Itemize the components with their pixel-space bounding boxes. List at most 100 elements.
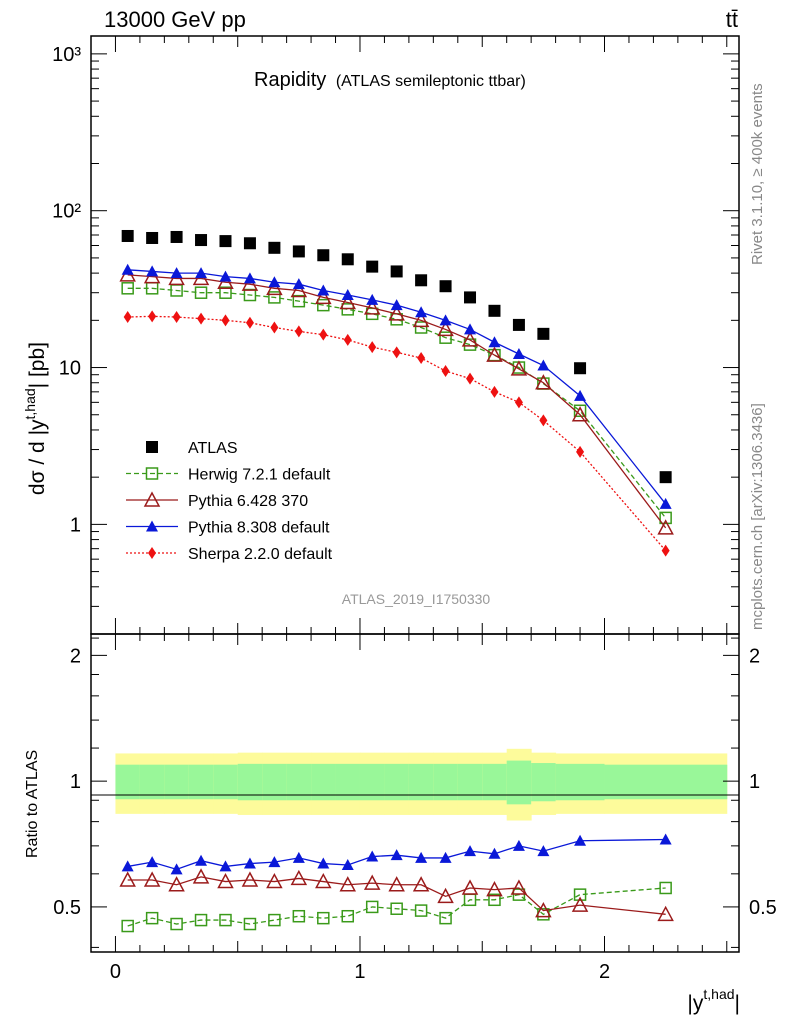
series-point <box>221 314 230 327</box>
uncertainty-band-inner <box>335 763 361 801</box>
ratio-point <box>292 851 305 863</box>
data-point <box>659 471 672 484</box>
series-point <box>539 414 548 427</box>
series-point <box>576 445 585 458</box>
data-point <box>415 274 428 287</box>
y-tick-label: 10³ <box>52 44 81 66</box>
data-point <box>488 304 501 317</box>
plot-title-sub: (ATLAS semileptonic ttbar) <box>336 73 526 90</box>
data-point <box>268 241 281 254</box>
ratio-point <box>168 876 185 892</box>
series-point <box>197 312 206 325</box>
series-point <box>412 311 430 328</box>
ratio-point <box>219 913 232 927</box>
analysis-tag: ATLAS_2019_I1750330 <box>342 591 491 607</box>
data-point <box>390 265 403 278</box>
series-point <box>317 284 330 296</box>
series-point <box>146 265 159 277</box>
ratio-point <box>143 871 161 887</box>
legend-marker <box>145 467 159 480</box>
series-point <box>270 321 279 334</box>
ratio-point <box>317 857 330 869</box>
series-point <box>170 267 183 279</box>
ratio-point <box>241 871 259 887</box>
ratio-point <box>365 900 379 914</box>
ratio-point <box>146 856 159 868</box>
uncertainty-band-inner <box>457 763 483 801</box>
main-plot-frame <box>90 35 740 635</box>
uncertainty-band-inner <box>237 763 263 801</box>
data-point <box>195 234 208 247</box>
series-point <box>266 279 283 296</box>
ratio-point <box>268 913 281 927</box>
series-point <box>366 293 379 305</box>
ratio-point <box>571 896 589 912</box>
series-point <box>486 346 503 362</box>
series-point <box>319 328 328 341</box>
series-point <box>219 270 232 282</box>
series-point <box>414 321 428 334</box>
series-point <box>217 273 234 289</box>
ratio-point <box>510 879 528 895</box>
uncertainty-band-inner <box>188 764 214 800</box>
legend-marker <box>148 547 156 559</box>
ratio-point <box>243 857 256 869</box>
data-point <box>366 260 379 273</box>
series-point <box>268 276 281 288</box>
data-point <box>219 235 232 248</box>
ratio-point <box>512 839 525 851</box>
ratio-point <box>486 881 503 897</box>
uncertainty-band-inner <box>213 764 239 800</box>
ratio-point <box>388 876 405 892</box>
legend-label: Pythia 6.428 370 <box>188 493 308 510</box>
data-point <box>537 327 550 340</box>
x-tick-label: 0 <box>110 961 121 983</box>
series-point <box>172 311 181 324</box>
ratio-point <box>574 834 587 846</box>
ratio-point <box>290 869 308 886</box>
series-point <box>439 314 452 326</box>
series-point <box>343 333 352 346</box>
legend-label: ATLAS <box>188 440 238 457</box>
ratio-point <box>195 854 208 866</box>
series-point <box>535 374 552 390</box>
data-point <box>146 231 159 244</box>
y-tick-label: 10² <box>52 201 81 223</box>
data-point <box>439 280 452 293</box>
series-point <box>121 282 134 295</box>
series-point <box>657 519 674 535</box>
data-point <box>341 253 354 266</box>
series-point <box>388 305 405 321</box>
series-point <box>292 278 305 290</box>
ratio-y-tick-label: 1 <box>749 771 760 793</box>
series-point <box>514 396 523 409</box>
series-point <box>121 263 134 275</box>
legend-label: Pythia 8.308 default <box>188 520 330 537</box>
ratio-point <box>266 872 283 889</box>
series-point <box>341 289 354 301</box>
ratio-point <box>292 909 306 923</box>
ratio-y-tick-label: 0.5 <box>53 897 81 919</box>
x-tick-label: 2 <box>599 961 610 983</box>
series-point <box>574 389 587 401</box>
ratio-point <box>119 871 136 887</box>
ratio-point <box>366 850 379 862</box>
series-point <box>363 299 381 315</box>
series-point <box>417 352 426 365</box>
ratio-y-tick-label: 2 <box>70 645 81 667</box>
ratio-point <box>412 876 430 892</box>
uncertainty-band-inner <box>408 763 434 801</box>
y-tick-label: 1 <box>70 514 81 536</box>
uncertainty-band-inner <box>164 764 190 800</box>
ratio-point <box>317 911 330 925</box>
uncertainty-band-inner <box>482 763 508 801</box>
data-point <box>574 362 587 375</box>
series-point <box>292 294 306 308</box>
ratio-point <box>537 845 550 857</box>
series-point <box>148 310 157 323</box>
ratio-y-tick-label: 1 <box>70 771 81 793</box>
ratio-point <box>464 845 477 857</box>
ratio-point <box>415 851 428 863</box>
series-point <box>461 331 479 347</box>
